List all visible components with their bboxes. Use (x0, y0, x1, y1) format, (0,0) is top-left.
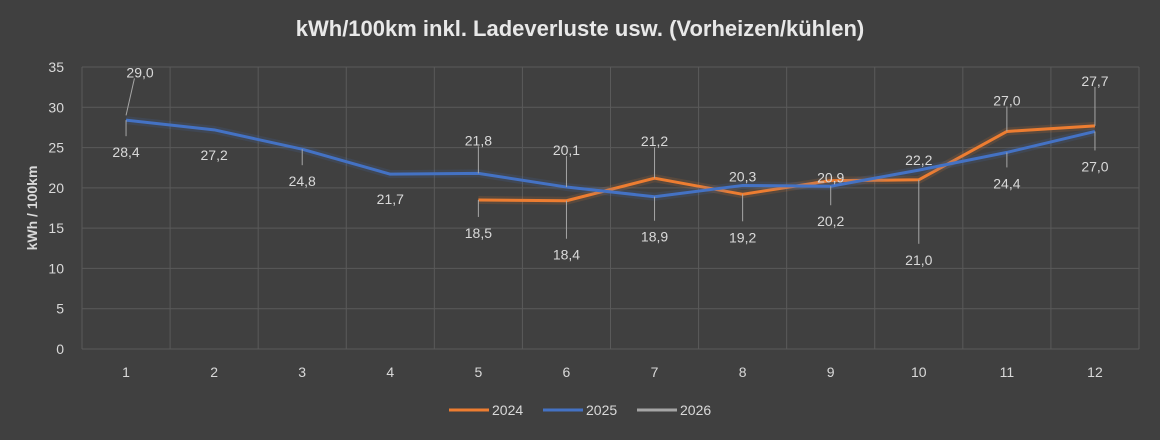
y-axis-label: kWh / 100km (24, 166, 40, 251)
data-label-2025: 18,9 (641, 229, 668, 245)
data-label-2025: 21,8 (465, 132, 492, 148)
x-tick-label: 3 (298, 364, 306, 380)
x-tick-label: 11 (1000, 364, 1015, 380)
series-line-2025 (125, 118, 1096, 199)
y-tick-label: 0 (56, 341, 64, 357)
data-label-2026: 29,0 (126, 64, 153, 80)
x-tick-label: 10 (911, 364, 927, 380)
data-label-2025: 22,2 (905, 152, 932, 168)
data-label-2025: 20,3 (729, 168, 756, 184)
data-label-2025: 21,7 (377, 191, 404, 207)
data-label-2024: 19,2 (729, 229, 756, 245)
x-tick-label: 4 (386, 364, 394, 380)
data-label-2024: 21,0 (905, 252, 932, 268)
x-tick-label: 1 (122, 364, 130, 380)
x-tick-label: 6 (563, 364, 571, 380)
data-label-2025: 27,2 (201, 147, 228, 163)
data-label-2024: 20,9 (817, 170, 844, 186)
x-tick-label: 7 (651, 364, 659, 380)
data-label-2024: 21,2 (641, 133, 668, 149)
legend-label-2024: 2024 (492, 402, 523, 418)
series-line-2024 (478, 124, 1096, 203)
data-label-2025: 20,1 (553, 142, 580, 158)
chart-title: kWh/100km inkl. Ladeverluste usw. (Vorhe… (296, 16, 865, 41)
x-tick-label: 2 (210, 364, 218, 380)
legend-label-2025: 2025 (586, 402, 617, 418)
x-tick-label: 8 (739, 364, 747, 380)
data-label-2025: 24,8 (289, 173, 316, 189)
y-tick-label: 20 (48, 180, 64, 196)
legend-label-2026: 2026 (680, 402, 711, 418)
y-tick-label: 25 (48, 140, 64, 156)
x-tick-label: 9 (827, 364, 835, 380)
x-tick-label: 5 (474, 364, 482, 380)
data-label-2024: 27,0 (993, 92, 1020, 108)
x-tick-label: 12 (1087, 364, 1103, 380)
data-label-2025: 28,4 (112, 144, 139, 160)
y-tick-label: 15 (48, 220, 64, 236)
y-tick-label: 30 (48, 99, 64, 115)
data-label-2025: 20,2 (817, 213, 844, 229)
data-label-2025: 27,0 (1081, 158, 1108, 174)
data-label-2024: 18,4 (553, 247, 580, 263)
data-label-2025: 24,4 (993, 175, 1020, 191)
y-tick-label: 5 (56, 301, 64, 317)
y-tick-label: 10 (48, 260, 64, 276)
leader-line (125, 78, 135, 116)
data-label-2024: 27,7 (1081, 73, 1108, 89)
y-tick-label: 35 (48, 59, 64, 75)
data-label-2024: 18,5 (465, 225, 492, 241)
